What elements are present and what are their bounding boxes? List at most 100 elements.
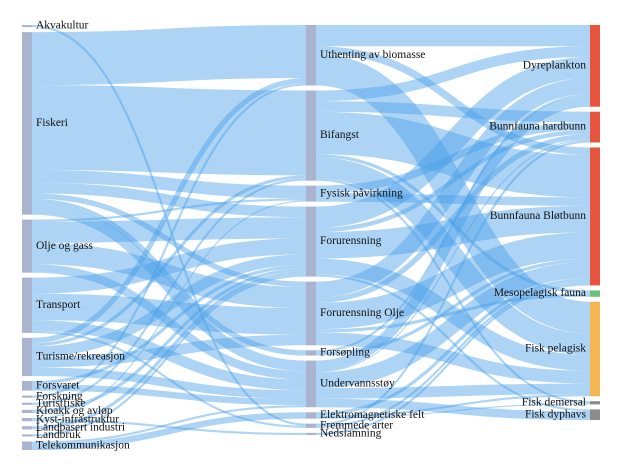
flow-link <box>315 46 591 155</box>
node <box>590 401 600 405</box>
node-label: Bunnfauna hardbunn <box>489 121 586 133</box>
flow-link <box>31 330 307 428</box>
flow-link <box>315 101 591 123</box>
flow-link <box>31 320 307 391</box>
flow-link <box>315 111 591 198</box>
node-label: Dyreplankton <box>523 59 586 71</box>
node-label: Olje og gass <box>36 240 93 252</box>
node <box>590 147 600 286</box>
node-label: Turistfiske <box>36 397 85 409</box>
node-label: Forsvaret <box>36 379 80 391</box>
flow-link <box>31 405 307 444</box>
flow-link <box>315 205 591 259</box>
node <box>22 409 32 414</box>
node-label: Fysisk påvirkning <box>320 186 403 199</box>
flow-link <box>315 178 591 404</box>
flow-link <box>315 78 591 298</box>
flow-link <box>315 398 591 421</box>
node-label: Elektromagnetiske felt <box>320 409 425 421</box>
flow-link <box>315 293 591 333</box>
flow-link <box>315 274 591 412</box>
node <box>306 360 316 408</box>
flow-link <box>315 281 591 428</box>
node-label: Kloakk og avløp <box>36 405 113 417</box>
flow-link <box>31 85 307 176</box>
node <box>22 402 32 405</box>
node-label: Forurensning <box>320 235 382 247</box>
node-label: Fiskeri <box>36 117 68 129</box>
node <box>306 412 316 419</box>
flow-link <box>31 25 307 86</box>
flow-link <box>31 200 307 420</box>
flow-link <box>315 140 591 426</box>
node-label: Landbruk <box>36 429 81 441</box>
node <box>22 441 32 450</box>
node-label: Forskning <box>36 390 83 402</box>
flow-link <box>315 332 591 384</box>
node <box>306 432 316 435</box>
flow-link <box>315 193 591 206</box>
flow-link <box>315 53 591 334</box>
flow-link <box>315 232 591 330</box>
flow-link <box>315 56 591 228</box>
node <box>306 185 316 202</box>
flow-link <box>315 157 591 355</box>
flow-link <box>31 198 307 356</box>
node-label: Bifangst <box>320 129 360 141</box>
flow-link <box>315 283 591 436</box>
node <box>306 281 316 346</box>
node <box>22 395 32 398</box>
links <box>31 24 591 451</box>
flow-link <box>315 394 591 418</box>
node <box>22 25 32 28</box>
node-label: Forsøpling <box>320 347 370 359</box>
node <box>22 381 32 391</box>
flow-link <box>31 182 307 218</box>
flow-link <box>315 129 591 233</box>
flow-link <box>31 198 307 222</box>
flow-link <box>31 271 307 430</box>
node-label: Bunnfauna Bløtbunn <box>490 210 586 222</box>
flow-link <box>31 384 307 406</box>
flow-link <box>31 419 307 436</box>
node-label: Telekommunikasjon <box>36 439 130 451</box>
node-label: Fisk demersal <box>522 396 586 408</box>
flow-link <box>31 242 307 309</box>
flow-link <box>31 254 307 357</box>
flow-link <box>315 403 591 419</box>
node-label: Nedslamning <box>320 428 382 440</box>
node <box>590 111 600 143</box>
flow-link <box>31 268 307 414</box>
node-label: Forurensning Olje <box>320 307 404 319</box>
node <box>306 206 316 277</box>
node-label: Fisk pelagisk <box>525 343 586 355</box>
flow-link <box>31 264 307 380</box>
flow-link <box>31 170 307 199</box>
node <box>306 25 316 86</box>
flow-link <box>31 204 307 372</box>
node <box>22 32 32 215</box>
node <box>306 350 316 356</box>
node <box>590 409 600 420</box>
flow-link <box>315 46 591 102</box>
flow-link <box>315 139 591 373</box>
flow-link <box>315 154 591 294</box>
flow-link <box>31 412 307 451</box>
node-label: Uthenting av biomasse <box>320 49 425 61</box>
nodes: Akvakultur Fiskeri Olje og gass Transport Tu… <box>22 20 600 451</box>
flow-link <box>315 258 591 371</box>
node <box>22 337 32 377</box>
node-label: Mesopelagisk fauna <box>494 287 586 299</box>
flow-link <box>31 274 307 437</box>
flow-link <box>315 96 591 372</box>
flow-link <box>31 24 307 426</box>
node <box>22 426 32 430</box>
flow-link <box>31 293 307 335</box>
node <box>22 219 32 273</box>
flow-link <box>315 133 591 303</box>
node-label: Undervannsstøy <box>320 378 395 390</box>
flow-link <box>31 193 307 287</box>
node <box>22 434 32 437</box>
node <box>306 423 316 428</box>
node <box>22 277 32 333</box>
